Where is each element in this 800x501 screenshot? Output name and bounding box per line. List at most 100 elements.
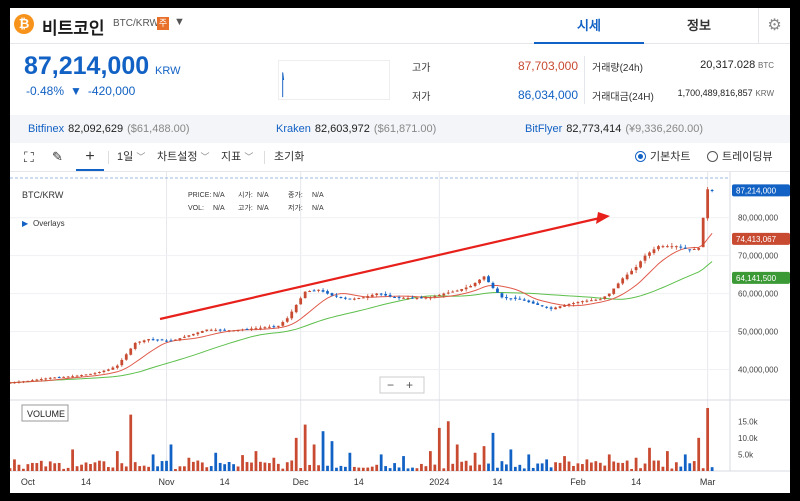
candle-body <box>648 252 651 256</box>
price-tag-label: 74,413,067 <box>736 235 777 244</box>
volume-bar <box>455 444 459 471</box>
volume-bar <box>581 464 584 471</box>
volume-bar <box>26 464 30 471</box>
settings-gear-icon[interactable]: ⚙ <box>758 8 790 44</box>
candle-body <box>639 261 642 268</box>
amount-value: 1,700,489,816,857 KRW <box>677 88 774 98</box>
interval-select[interactable]: 1일 ﹀ <box>117 151 146 163</box>
volume-bar <box>446 421 450 471</box>
coin-select-caret-icon[interactable]: ▼ <box>174 16 185 28</box>
volume-bar <box>563 456 566 471</box>
volume-bar <box>639 468 642 471</box>
volume-bar <box>308 464 312 471</box>
chart-settings-menu[interactable]: 차트설정 ﹀ <box>157 151 210 163</box>
indicators-menu[interactable]: 지표 ﹀ <box>221 151 254 163</box>
candle-body <box>183 336 186 338</box>
coin-name[interactable]: 비트코인 <box>42 19 105 38</box>
overlays-toggle-icon[interactable]: ▶ <box>22 219 29 228</box>
volume-bar <box>572 465 575 471</box>
candle-body <box>674 246 678 248</box>
overlays-label[interactable]: Overlays <box>33 219 65 228</box>
svg-text:N/A: N/A <box>213 205 225 212</box>
exchange-bitflyer: BitFlyer 82,773,414 (¥9,336,260.00) <box>525 123 704 135</box>
volume-bar <box>151 454 155 471</box>
svg-text:N/A: N/A <box>257 205 269 212</box>
volume-bar <box>710 467 714 471</box>
tradingview-radio[interactable]: 트레이딩뷰 <box>707 143 773 171</box>
candle-body <box>205 329 209 331</box>
candle-body <box>701 217 705 248</box>
candle-body <box>437 294 441 296</box>
volume-bar <box>388 468 392 471</box>
candle-body <box>397 297 401 299</box>
candle-body <box>53 377 57 379</box>
volume-bar <box>267 463 271 471</box>
volume-bar <box>666 451 669 471</box>
candlesticks <box>10 187 714 384</box>
candle-body <box>26 380 30 382</box>
candle-body <box>84 374 88 376</box>
candle-body <box>460 289 464 291</box>
candle-body <box>683 247 687 249</box>
svg-text:VOL:: VOL: <box>188 205 204 212</box>
volume-bar <box>701 468 705 471</box>
volume-bar <box>214 452 218 471</box>
candle-body <box>227 330 231 332</box>
pencil-icon[interactable]: ✎ <box>52 149 63 164</box>
candle-body <box>259 327 262 329</box>
volume-bar <box>241 455 244 471</box>
volume-bar <box>191 461 195 471</box>
candle-body <box>469 286 473 288</box>
high-value: 87,703,000 <box>517 59 578 73</box>
x-tick-label: Feb <box>570 477 586 487</box>
volume-tick-label: 10.0k <box>738 434 759 443</box>
candle-body <box>630 270 634 275</box>
candle-body <box>621 278 625 284</box>
volume-bar <box>411 467 414 471</box>
volume-bar <box>209 466 213 471</box>
volume-bar <box>379 454 383 471</box>
price-tag <box>732 232 790 245</box>
volume-bar <box>259 461 262 471</box>
candle-body <box>209 329 213 331</box>
volume-value: 20,317.028 BTC <box>700 59 774 71</box>
tab-info[interactable]: 정보 <box>687 18 711 33</box>
basic-chart-radio[interactable]: 기본차트 <box>635 143 690 171</box>
zoom-out-button[interactable]: − <box>387 378 394 392</box>
candle-body <box>196 332 200 335</box>
fullscreen-icon[interactable]: ⛶ <box>24 149 34 165</box>
volume-bar <box>469 465 473 471</box>
price-change: -0.48% ▼ -420,000 <box>26 84 141 98</box>
candle-body <box>218 329 222 331</box>
volume-bar <box>420 463 423 471</box>
candle-body <box>326 291 329 294</box>
candle-body <box>178 338 182 341</box>
volume-bar <box>554 462 557 471</box>
price-chart[interactable]: 80,000,000 70,000,000 60,000,000 50,000,000… <box>10 172 790 493</box>
candle-body <box>518 298 522 300</box>
volume-bar <box>124 466 128 471</box>
candle-body <box>17 381 21 383</box>
volume-bar <box>393 463 396 471</box>
candle-body <box>531 301 535 304</box>
candle-body <box>411 297 414 299</box>
volume-bar <box>84 462 88 471</box>
volume-bar <box>625 460 629 471</box>
candle-body <box>572 303 575 305</box>
candle-body <box>706 189 710 219</box>
candle-body <box>455 290 459 292</box>
candle-body <box>482 276 486 280</box>
tab-quote[interactable]: 시세 <box>534 8 644 44</box>
candle-body <box>236 329 240 331</box>
crosshair-icon[interactable]: + <box>76 143 104 171</box>
candle-body <box>294 304 298 313</box>
x-tick-label: 14 <box>631 477 641 487</box>
candle-body <box>44 378 48 380</box>
candle-body <box>276 325 280 327</box>
volume-bar <box>567 461 571 471</box>
candle-body <box>312 290 316 292</box>
volume-bar <box>223 464 227 471</box>
reset-button[interactable]: 초기화 <box>274 151 305 163</box>
candle-body <box>428 297 432 299</box>
zoom-in-button[interactable]: + <box>406 378 413 392</box>
